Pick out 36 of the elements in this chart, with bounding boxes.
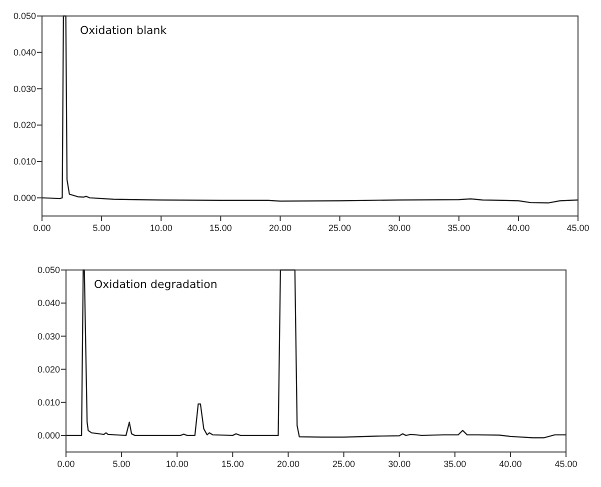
line-series — [42, 15, 578, 204]
x-tick-label: 0.00 — [57, 459, 75, 469]
line-series — [66, 269, 566, 438]
x-tick-label: 15.00 — [209, 223, 232, 233]
y-tick-label: 0.010 — [37, 398, 60, 408]
y-tick-label: 0.050 — [13, 11, 36, 22]
x-tick-label: 25.00 — [328, 223, 352, 233]
x-tick-label: 10.00 — [150, 223, 172, 233]
y-tick-label: 0.000 — [37, 430, 60, 441]
text: Oxidation degradation — [94, 278, 218, 291]
y-tick-label: 0.050 — [37, 265, 60, 276]
x-tick-label: 40.00 — [499, 459, 522, 469]
x-tick-label: 35.00 — [448, 223, 470, 233]
x-tick-label: 0.00 — [33, 223, 51, 233]
text: Oxidation blank — [80, 24, 168, 37]
x-tick-label: 40.00 — [507, 223, 530, 233]
x-tick-label: 35.00 — [444, 459, 466, 469]
y-tick-label: 0.020 — [37, 364, 60, 374]
x-tick-label: 5.00 — [112, 459, 130, 469]
x-tick-label: 5.00 — [92, 223, 110, 233]
y-tick-label: 0.030 — [13, 84, 36, 94]
x-tick-label: 20.00 — [276, 459, 300, 469]
x-tick-label: 30.00 — [388, 223, 411, 233]
y-tick-label: 0.040 — [13, 48, 36, 58]
y-tick-label: 0.000 — [13, 192, 36, 203]
x-tick-label: 45.00 — [566, 223, 590, 233]
x-tick-label: 25.00 — [332, 459, 356, 469]
x-tick-label: 30.00 — [388, 459, 411, 469]
x-tick-label: 45.00 — [554, 459, 578, 469]
y-tick-label: 0.020 — [13, 120, 36, 130]
y-tick-label: 0.040 — [37, 298, 60, 308]
y-tick-label: 0.010 — [13, 156, 36, 167]
x-tick-label: 10.00 — [166, 459, 188, 469]
y-tick-label: 0.030 — [37, 331, 60, 342]
x-tick-label: 20.00 — [268, 223, 292, 233]
x-tick-label: 15.00 — [221, 459, 244, 469]
